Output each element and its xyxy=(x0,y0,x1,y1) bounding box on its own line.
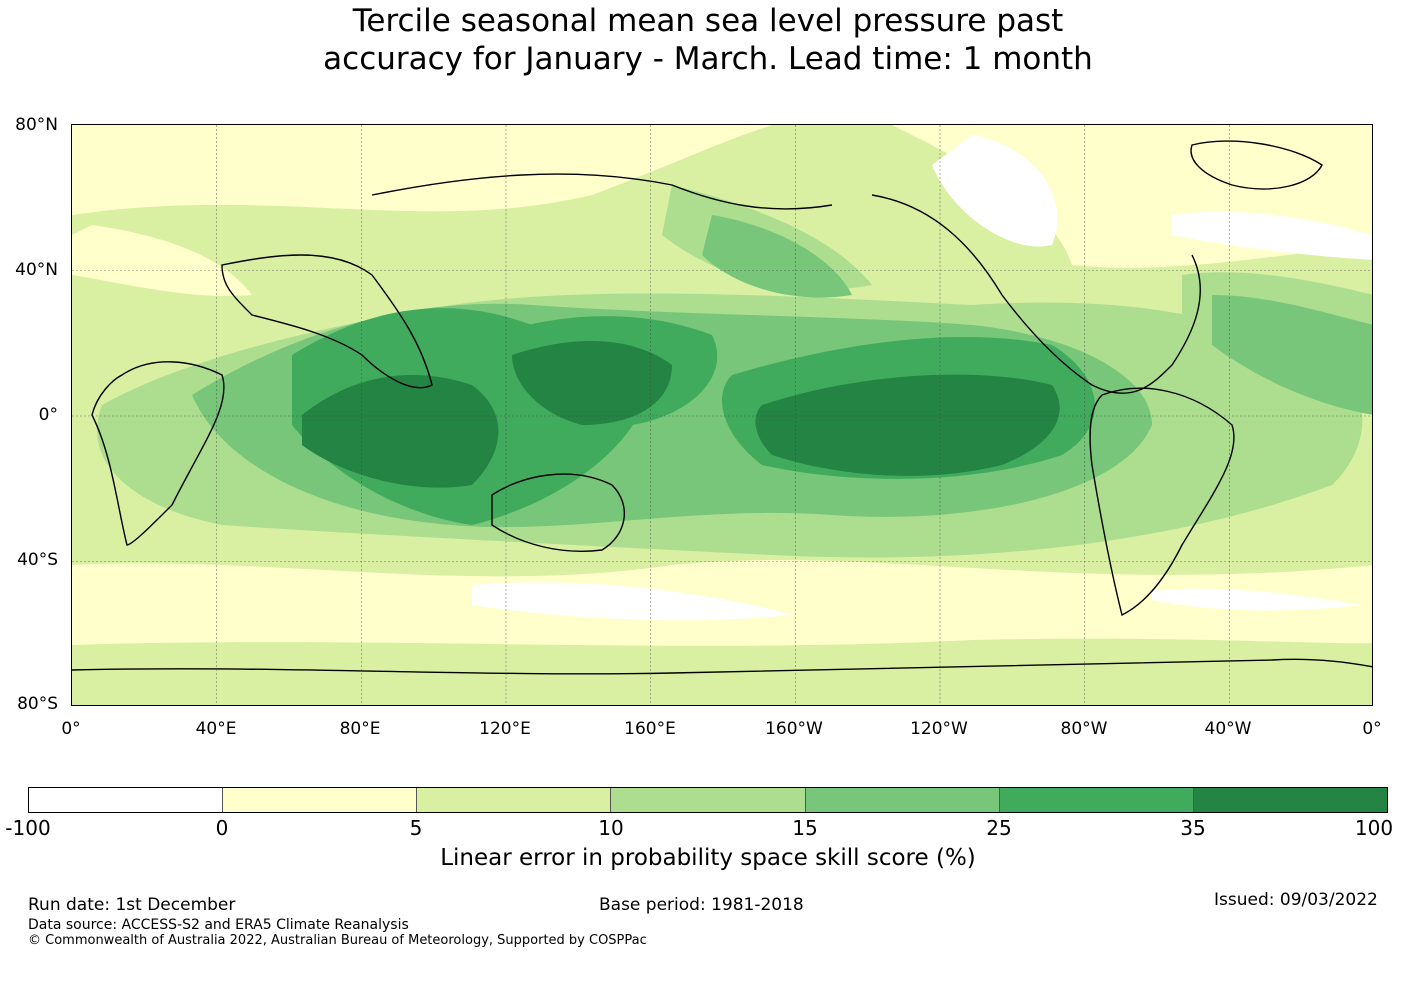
colorbar-segment xyxy=(999,788,1194,812)
low-skill-regions xyxy=(72,125,1372,705)
lon-tick-120w: 120°W xyxy=(910,719,968,739)
africa-outline xyxy=(91,361,225,546)
colorbar-segment xyxy=(417,788,612,812)
skill-map xyxy=(71,124,1373,706)
greenland-outline xyxy=(1190,140,1323,190)
lon-tick-40e: 40°E xyxy=(195,719,237,739)
lon-tick-80e: 80°E xyxy=(339,719,381,739)
lat-tick-80n: 80°N xyxy=(15,115,58,135)
australia-outline xyxy=(491,473,626,552)
base-period: Base period: 1981-2018 xyxy=(599,895,804,915)
lon-tick-0-west: 0° xyxy=(61,719,81,739)
eurasia-south-outline xyxy=(221,254,433,389)
lon-tick-120e: 120°E xyxy=(479,719,531,739)
colorbar-tick: 35 xyxy=(1180,816,1206,840)
colorbar-tick: 0 xyxy=(215,816,229,840)
highest-skill-regions xyxy=(302,341,1060,488)
lat-tick-40s: 40°S xyxy=(17,550,58,570)
colorbar-tick: 25 xyxy=(986,816,1012,840)
colorbar xyxy=(28,787,1388,813)
copyright: © Commonwealth of Australia 2022, Austra… xyxy=(28,933,647,948)
lon-tick-0-east: 0° xyxy=(1362,719,1382,739)
data-source: Data source: ACCESS-S2 and ERA5 Climate … xyxy=(28,917,409,933)
lon-tick-40w: 40°W xyxy=(1204,719,1252,739)
colorbar-tick: 15 xyxy=(792,816,818,840)
lon-tick-160e: 160°E xyxy=(624,719,676,739)
colorbar-segment xyxy=(611,788,806,812)
south-america-outline xyxy=(1089,387,1235,617)
lat-tick-40n: 40°N xyxy=(15,260,58,280)
lat-tick-80s: 80°S xyxy=(17,694,58,714)
colorbar-segment xyxy=(805,788,1000,812)
run-date: Run date: 1st December xyxy=(28,895,236,915)
lon-tick-160w: 160°W xyxy=(765,719,823,739)
lon-tick-80w: 80°W xyxy=(1060,719,1108,739)
colorbar-tick: 100 xyxy=(1354,816,1394,840)
colorbar-label: Linear error in probability space skill … xyxy=(440,845,976,871)
colorbar-tick: 10 xyxy=(598,816,624,840)
asia-north-outline xyxy=(371,173,833,210)
title-line-2: accuracy for January - March. Lead time:… xyxy=(323,41,1093,77)
colorbar-segment xyxy=(29,788,224,812)
north-america-outline xyxy=(871,194,1201,394)
colorbar-segment xyxy=(1193,788,1387,812)
colorbar-tick: 5 xyxy=(409,816,423,840)
coastlines xyxy=(72,140,1372,675)
title-line-1: Tercile seasonal mean sea level pressure… xyxy=(352,3,1064,39)
antarctica-outline xyxy=(72,658,1372,675)
colorbar-segment xyxy=(223,788,418,812)
skill-map-svg xyxy=(72,125,1372,705)
colorbar-tick: -100 xyxy=(5,816,51,840)
chart-title: Tercile seasonal mean sea level pressure… xyxy=(0,2,1416,78)
gridlines xyxy=(72,125,1372,705)
issued-date: Issued: 09/03/2022 xyxy=(1214,890,1378,910)
lat-tick-equator: 0° xyxy=(38,405,58,425)
